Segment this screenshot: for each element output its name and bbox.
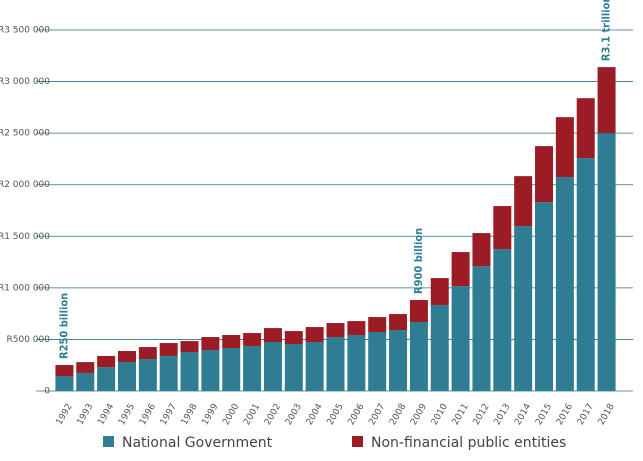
legend-label: Non-financial public entities: [371, 435, 566, 451]
x-tick-label: 2004: [305, 402, 325, 427]
bar: [514, 226, 533, 391]
bar: [55, 376, 74, 391]
bar: [201, 350, 220, 391]
bar: [97, 355, 116, 368]
bar: [389, 330, 408, 391]
bar: [117, 362, 136, 391]
bar: [243, 346, 262, 391]
bar: [555, 117, 574, 178]
x-tick-label: 2018: [597, 402, 617, 427]
y-tick-label: R1 500 000: [0, 232, 50, 242]
bar: [389, 314, 408, 331]
bar: [284, 344, 303, 391]
bar: [138, 347, 157, 360]
bar: [243, 333, 262, 347]
x-tick-label: 2011: [451, 402, 471, 427]
x-tick-label: 2009: [409, 402, 429, 427]
bar: [263, 328, 282, 343]
y-tick-label: R2 500 000: [0, 129, 50, 139]
bar: [368, 332, 387, 391]
bar: [76, 362, 95, 373]
bar: [409, 300, 428, 322]
x-tick-label: 2000: [221, 402, 241, 427]
x-tick-label: 2006: [346, 402, 366, 427]
bar: [138, 359, 157, 391]
bar: [493, 249, 512, 391]
bar: [97, 367, 116, 391]
x-tick-label: 2015: [534, 402, 554, 427]
x-tick-label: 2016: [555, 402, 575, 427]
x-tick-label: 1994: [96, 402, 116, 427]
x-tick-label: 1993: [75, 402, 95, 427]
x-tick-label: 1998: [180, 402, 200, 427]
bar: [76, 372, 95, 391]
bar: [180, 352, 199, 391]
annotation: R900 billion: [412, 228, 425, 294]
bar: [576, 158, 595, 391]
legend-label: National Government: [122, 435, 273, 451]
y-tick-label: R3 000 000: [0, 77, 50, 87]
bar: [222, 347, 241, 391]
x-tick-label: 2003: [284, 402, 304, 427]
bar: [305, 342, 324, 391]
bar: [305, 327, 324, 343]
bar: [493, 206, 512, 250]
bar: [326, 337, 345, 391]
x-tick-label: 1996: [138, 402, 158, 427]
y-tick-label: R3 500 000: [0, 26, 50, 36]
bar: [535, 146, 554, 203]
x-tick-label: 2017: [576, 402, 596, 427]
bar: [347, 334, 366, 391]
y-tick-label: R1 000 000: [0, 283, 50, 293]
x-tick-label: 1997: [159, 402, 179, 427]
x-tick-label: 2007: [367, 402, 387, 427]
annotation: R250 billion: [57, 293, 70, 359]
x-tick-label: 2008: [388, 402, 408, 427]
legend-swatch: [103, 436, 114, 447]
x-tick-label: 2013: [492, 402, 512, 427]
bar: [159, 355, 178, 391]
x-tick-label: 2001: [242, 402, 262, 427]
x-tick-label: 2010: [430, 402, 450, 427]
y-tick-label: R500 000: [7, 335, 51, 345]
bar: [430, 305, 449, 391]
bar: [597, 133, 616, 391]
bar: [472, 233, 491, 267]
x-tick-label: 1999: [201, 402, 221, 427]
x-tick-label: 2014: [513, 402, 533, 427]
y-tick-label: 0: [44, 387, 50, 397]
x-tick-label: 2005: [326, 402, 346, 427]
bar: [55, 365, 74, 377]
bar: [535, 202, 554, 391]
bar: [159, 343, 178, 356]
legend-swatch: [352, 436, 363, 447]
bar: [555, 177, 574, 391]
bar: [222, 334, 241, 348]
x-tick-label: 2012: [472, 402, 492, 427]
bar: [451, 252, 470, 287]
bar: [576, 98, 595, 159]
bar: [284, 331, 303, 345]
bar: [347, 321, 366, 335]
bar: [597, 67, 616, 134]
bar: [180, 341, 199, 353]
bar: [472, 266, 491, 391]
bar: [201, 337, 220, 351]
bar: [430, 278, 449, 306]
x-tick-label: 1995: [117, 402, 137, 427]
x-tick-label: 2002: [263, 402, 283, 427]
bar: [326, 323, 345, 338]
bar: [409, 321, 428, 391]
y-tick-label: R2 000 000: [0, 180, 50, 190]
x-tick-label: 1992: [55, 402, 75, 427]
bar: [263, 342, 282, 391]
bar: [514, 176, 533, 227]
bar: [451, 286, 470, 391]
bar: [368, 317, 387, 333]
annotation: R3.1 trillion: [600, 0, 613, 61]
bar: [117, 350, 136, 363]
